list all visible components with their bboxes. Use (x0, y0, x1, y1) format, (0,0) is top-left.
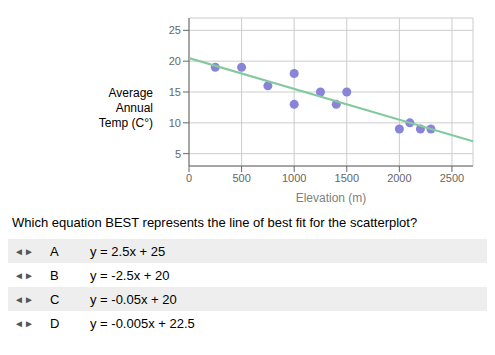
svg-text:10: 10 (169, 117, 181, 129)
html-text:C: C (50, 291, 60, 307)
html-text:Temp (C°): Temp (C°) (98, 115, 153, 130)
html-text:A: A (50, 243, 59, 259)
html-text:Which equation BEST represents: Which equation BEST represents the line … (12, 215, 418, 230)
html-text:D: D (50, 315, 60, 331)
html-text:y = -0.05x + 20: y = -0.05x + 20 (90, 291, 177, 307)
svg-text:5: 5 (175, 148, 181, 160)
svg-text:1500: 1500 (335, 172, 359, 184)
html-text:y = -2.5x + 20: y = -2.5x + 20 (90, 267, 170, 283)
html-text:Annual: Annual (115, 100, 153, 115)
svg-text:15: 15 (169, 86, 181, 98)
html-text:y = 2.5x + 25: y = 2.5x + 25 (90, 243, 166, 259)
svg-text:Elevation (m): Elevation (m) (296, 191, 367, 205)
html-text:Average: Average (108, 85, 153, 100)
svg-text:2500: 2500 (440, 172, 464, 184)
svg-text:20: 20 (169, 55, 181, 67)
html-text:B: B (50, 267, 59, 283)
html-text:y = -0.005x + 22.5: y = -0.005x + 22.5 (90, 315, 195, 331)
svg-text:1000: 1000 (282, 172, 306, 184)
svg-text:25: 25 (169, 24, 181, 36)
svg-text:2000: 2000 (387, 172, 411, 184)
svg-text:0: 0 (186, 172, 192, 184)
svg-text:500: 500 (232, 172, 250, 184)
